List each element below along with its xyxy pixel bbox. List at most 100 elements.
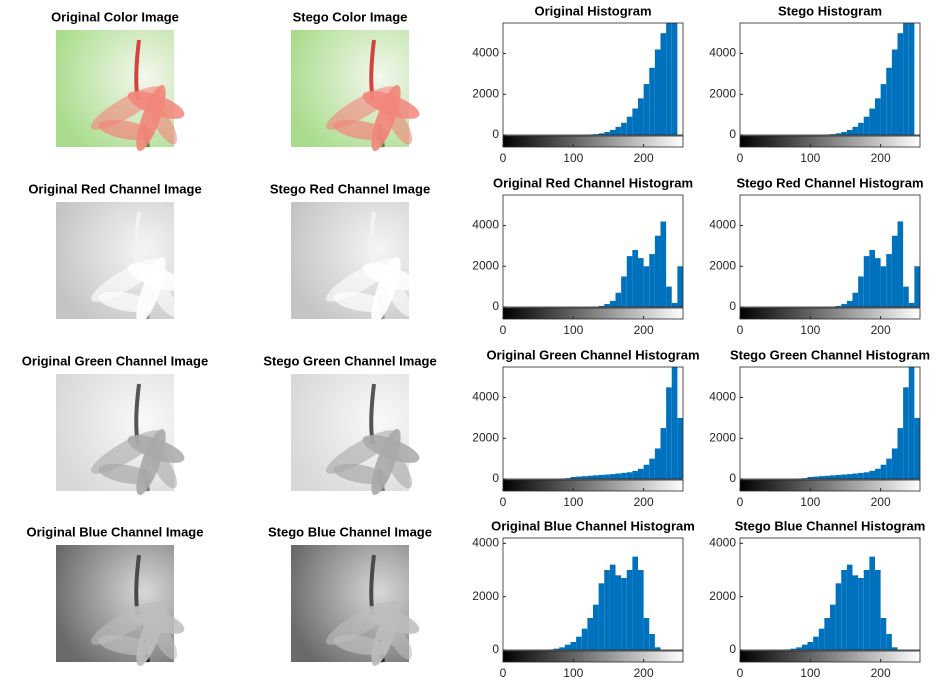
bar: [671, 23, 678, 135]
bar: [891, 49, 898, 135]
bar: [643, 464, 650, 479]
bar: [886, 458, 892, 479]
bar: [875, 258, 881, 307]
bar: [632, 470, 638, 479]
x-tick-label: 200: [871, 323, 891, 337]
bar: [660, 33, 667, 135]
y-tick-label: 0: [729, 642, 736, 656]
bar: [796, 647, 802, 650]
bar: [824, 618, 830, 650]
bar: [587, 475, 593, 479]
image: [291, 545, 420, 667]
bar: [632, 556, 638, 650]
bar: [841, 570, 847, 650]
bar: [863, 570, 870, 650]
bar: [671, 367, 678, 479]
bar: [846, 564, 853, 650]
bar: [564, 644, 571, 650]
bar: [818, 628, 825, 650]
bar: [863, 472, 870, 479]
bar: [638, 258, 644, 307]
x-tick-label: 0: [500, 666, 507, 680]
bar: [897, 221, 904, 307]
bar: [564, 478, 571, 479]
petal: [98, 634, 154, 656]
bar: [852, 575, 859, 650]
bar: [677, 417, 683, 479]
bar: [643, 618, 650, 650]
colorbar: [739, 479, 921, 492]
bar: [666, 23, 672, 135]
colorbar: [739, 650, 921, 663]
petal: [98, 463, 154, 485]
bar: [570, 642, 577, 650]
bar: [570, 476, 577, 479]
colorbar: [502, 307, 684, 320]
bar: [621, 578, 627, 650]
bar: [897, 33, 904, 135]
colorbar: [502, 479, 684, 492]
bar: [654, 448, 661, 479]
bar: [813, 476, 819, 479]
bar: [824, 475, 830, 479]
bar: [638, 570, 644, 650]
bar: [869, 108, 875, 135]
bar: [621, 472, 627, 479]
y-tick-label: 4000: [709, 46, 736, 60]
bar: [841, 303, 847, 307]
x-tick-label: 100: [800, 495, 820, 509]
petal: [151, 105, 177, 145]
x-tick-label: 100: [800, 666, 820, 680]
bar: [581, 628, 588, 650]
bar: [649, 634, 655, 650]
bar: [626, 116, 633, 135]
y-tick-label: 2000: [472, 86, 499, 100]
bar: [869, 556, 875, 650]
petal: [151, 620, 177, 660]
petal: [386, 620, 412, 660]
x-tick-label: 0: [500, 495, 507, 509]
y-tick-label: 4000: [709, 390, 736, 404]
bar: [677, 266, 683, 307]
bar: [604, 474, 610, 479]
bar: [559, 647, 565, 650]
image-title: Original Color Image: [51, 9, 179, 24]
bar: [790, 648, 797, 650]
y-tick-label: 2000: [709, 430, 736, 444]
y-tick-label: 4000: [472, 46, 499, 60]
y-tick-label: 0: [729, 471, 736, 485]
bar: [598, 583, 605, 650]
bar: [835, 474, 842, 479]
bar: [846, 129, 853, 135]
colorbar: [502, 135, 684, 148]
bar: [654, 647, 661, 650]
y-tick-label: 4000: [709, 536, 736, 550]
colorbar: [739, 135, 921, 148]
bar: [632, 249, 638, 307]
axes-box: [502, 194, 684, 308]
petal: [98, 291, 154, 313]
y-tick-label: 2000: [472, 430, 499, 444]
bar: [593, 134, 599, 135]
x-tick-label: 0: [500, 151, 507, 165]
bar: [598, 474, 605, 479]
image: [291, 374, 420, 496]
chart-title: Stego Histogram: [778, 3, 882, 18]
bar: [846, 300, 853, 307]
x-tick-label: 100: [563, 495, 583, 509]
bar: [807, 642, 814, 650]
axes-box: [739, 22, 921, 136]
y-tick-label: 0: [492, 471, 499, 485]
y-tick-label: 4000: [472, 536, 499, 550]
bar: [576, 636, 582, 650]
bar: [654, 49, 661, 135]
bar: [886, 634, 892, 650]
petal: [333, 463, 389, 485]
bar: [581, 476, 588, 479]
bar: [801, 644, 808, 650]
bar: [587, 618, 593, 650]
bar: [615, 575, 622, 650]
y-tick-label: 0: [729, 127, 736, 141]
petal: [151, 277, 177, 317]
image-title: Original Green Channel Image: [22, 353, 208, 368]
